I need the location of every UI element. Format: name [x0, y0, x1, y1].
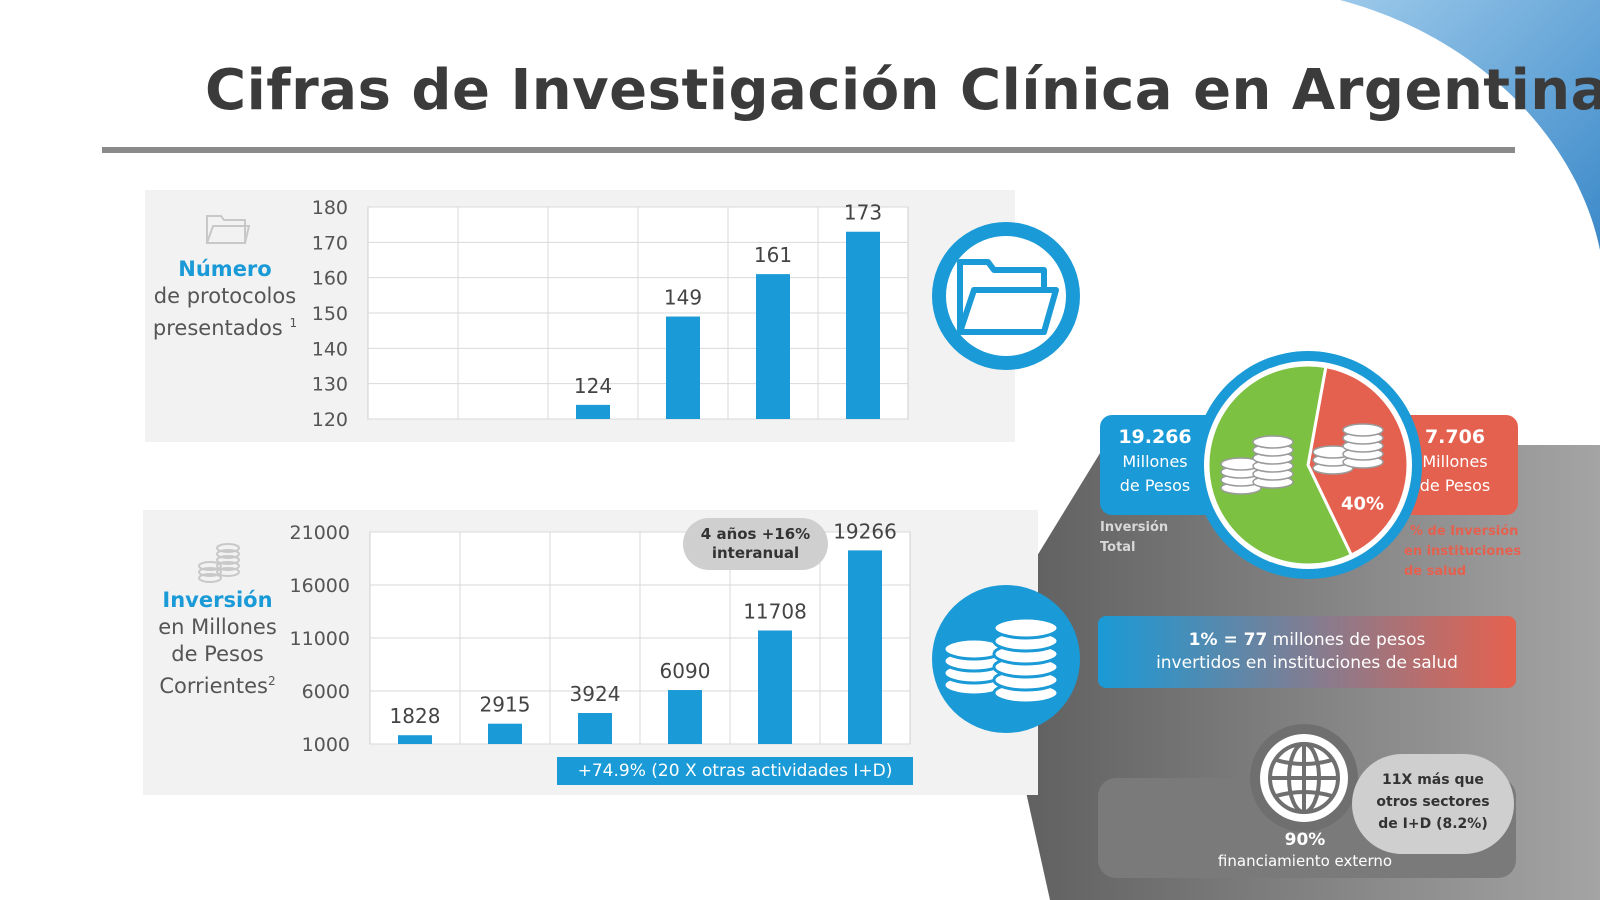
one-percent-strong: 1% = 77 [1188, 630, 1268, 650]
investment-label-strong: Inversión [162, 588, 273, 612]
investment-data-label: 6090 [660, 659, 711, 683]
health-value: 7.706 [1424, 426, 1486, 448]
investment-label-line3: de Pesos [171, 642, 264, 666]
investment-pie: 40% [1194, 351, 1422, 579]
comparison-line2: otros sectores [1376, 794, 1490, 810]
coin [1252, 435, 1294, 449]
folder-icon [932, 222, 1080, 370]
investment-data-label: 1828 [390, 704, 441, 728]
growth-banner: +74.9% (20 X otras actividades I+D) [557, 757, 913, 785]
investment-bar [758, 630, 792, 744]
protocols-data-label: 149 [664, 286, 702, 310]
total-unit-1: Millones [1122, 452, 1188, 471]
external-pct: 90% [1284, 830, 1326, 850]
protocols-data-label: 124 [574, 374, 612, 398]
comparison-line3: de I+D (8.2%) [1378, 816, 1488, 832]
total-caption-2: Total [1100, 540, 1136, 555]
protocols-bar [846, 231, 880, 419]
pie-slice-label: 40% [1341, 494, 1384, 515]
investment-ytick-label: 11000 [290, 628, 350, 650]
coin [1342, 423, 1384, 437]
protocols-bar [576, 404, 610, 419]
protocols-bar [666, 316, 700, 419]
protocols-ytick-label: 130 [312, 374, 348, 396]
comparison-bubble [1352, 754, 1514, 854]
investment-data-label: 3924 [570, 682, 621, 706]
protocols-label-line2: de protocolos [153, 284, 297, 308]
coins-icon [932, 585, 1080, 733]
protocols-label-line3: presentados [152, 316, 283, 340]
external-label: financiamiento externo [1217, 852, 1393, 870]
investment-label-line4: Corrientes [159, 674, 268, 698]
protocols-bar-chart: 120 130 140 150 160 170 180 124 149 161 173 [312, 197, 909, 430]
one-percent-rest: millones de pesos [1267, 630, 1426, 650]
health-caption-1: % de Inversión [1410, 524, 1519, 539]
investment-bar [578, 713, 612, 744]
health-caption-3: de salud [1404, 564, 1467, 579]
investment-label-line2: en Millones [158, 615, 277, 639]
total-value: 19.266 [1118, 426, 1192, 448]
total-caption-1: Inversión [1100, 520, 1169, 535]
investment-data-label: 19266 [833, 519, 897, 543]
page-title: Cifras de Investigación Clínica en Argen… [205, 58, 1600, 123]
investment-ytick-label: 21000 [290, 522, 350, 544]
health-unit-2: de Pesos [1419, 476, 1491, 495]
protocols-data-label: 161 [754, 243, 792, 267]
protocols-ytick-label: 160 [312, 268, 348, 290]
investment-footnote: 2 [267, 674, 276, 688]
health-unit-1: Millones [1422, 452, 1488, 471]
investment-label: Inversión en Millones de Pesos Corriente… [145, 587, 290, 700]
red-coins-right [1342, 423, 1384, 469]
investment-bar-chart: 1000 6000 11000 16000 21000 1828 2915 3924 6090 1… [290, 519, 911, 756]
investment-bar [668, 690, 702, 744]
one-percent-line2: invertidos en instituciones de salud [1156, 653, 1458, 673]
folder-small-icon [205, 215, 251, 244]
comparison-line1: 11X más que [1382, 772, 1484, 788]
investment-ytick-label: 1000 [302, 734, 350, 756]
yoy-badge: 4 años +16% interanual [683, 518, 828, 570]
health-caption-2: en instituciones [1404, 544, 1522, 559]
green-coins-right [1252, 435, 1294, 489]
protocols-ytick-label: 180 [312, 197, 348, 219]
investment-data-label: 11708 [743, 599, 807, 623]
one-percent-line1: 1% = 77 millones de pesos [1100, 630, 1514, 650]
one-percent-bar [1098, 616, 1516, 688]
investment-ytick-label: 6000 [302, 681, 350, 703]
green-coins-left [1220, 457, 1262, 495]
protocols-label-strong: Número [178, 257, 272, 281]
investment-bar [488, 723, 522, 744]
protocols-data-label: 173 [844, 201, 882, 225]
investment-data-label: 2915 [480, 693, 531, 717]
protocols-label: Número de protocolos presentados 1 [150, 256, 300, 342]
protocols-ytick-label: 170 [312, 232, 348, 254]
coins-small-icon [198, 543, 240, 583]
protocols-ytick-label: 120 [312, 409, 348, 430]
total-unit-2: de Pesos [1119, 476, 1191, 495]
protocols-ytick-label: 140 [312, 338, 348, 360]
protocols-ytick-label: 150 [312, 303, 348, 325]
title-divider [102, 147, 1515, 153]
investment-bar [398, 735, 432, 744]
globe-icon [1250, 724, 1358, 832]
investment-bar [848, 550, 882, 744]
protocols-footnote: 1 [289, 316, 298, 330]
protocols-bar [756, 274, 790, 419]
investment-ytick-label: 16000 [290, 575, 350, 597]
